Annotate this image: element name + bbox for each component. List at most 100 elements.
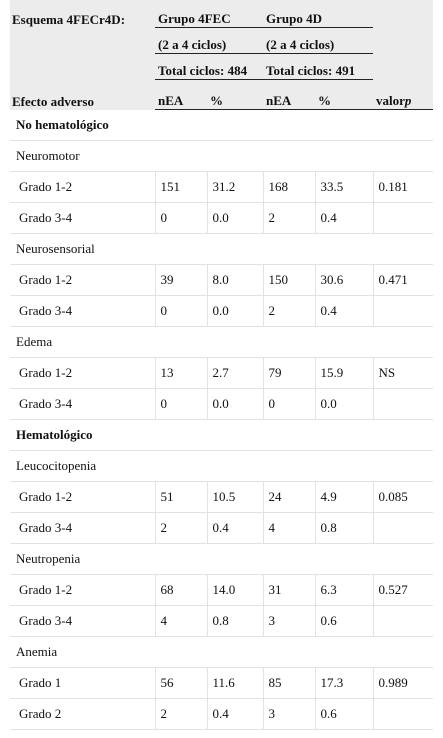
empty-cell	[373, 605, 434, 637]
cell: 30.6	[315, 264, 374, 296]
row-label: Grado 3-4	[10, 388, 156, 420]
cell: 4	[155, 605, 208, 637]
column-header: valorp	[373, 79, 434, 110]
row-label: Grado 1-2	[10, 171, 156, 203]
cell: 31.2	[207, 171, 264, 203]
table-row: No hematológico	[10, 109, 434, 141]
cell: 3	[263, 605, 316, 637]
cell: 24	[263, 481, 316, 513]
row-label-header: Efecto adverso	[10, 79, 155, 110]
column-header-text: valor	[376, 93, 405, 108]
row-label: Grado 1-2	[10, 357, 156, 389]
cell: 0.6	[315, 605, 374, 637]
adverse-events-table: Esquema 4FECr4D: Grupo 4FEC Grupo 4D (2 …	[10, 0, 434, 730]
cell: 11.6	[207, 667, 264, 699]
cell: 0.0	[207, 202, 264, 234]
table-row: Anemia	[10, 636, 434, 668]
table-row: Grado 3-4 0 0.0 0 0.0	[10, 388, 434, 420]
group-total: Total ciclos: 491	[263, 53, 374, 80]
row-label: Grado 3-4	[10, 295, 156, 327]
table-row: Grado 3-4 0 0.0 2 0.4	[10, 202, 434, 234]
table-row: Neuromotor	[10, 140, 434, 172]
column-header: %	[315, 79, 374, 110]
section-title: No hematológico	[10, 109, 434, 141]
group-cycles: (2 a 4 ciclos)	[263, 27, 374, 54]
table-row: Grado 1-2 68 14.0 31 6.3 0.527	[10, 574, 434, 606]
cell: NS	[373, 357, 434, 389]
cell: 0.527	[373, 574, 434, 606]
cell: 0.6	[315, 698, 374, 730]
cell: 0.471	[373, 264, 434, 296]
group-name: Neutropenia	[10, 543, 434, 575]
row-label: Grado 3-4	[10, 512, 156, 544]
group-cycles: (2 a 4 ciclos)	[155, 27, 263, 54]
row-label: Grado 1	[10, 667, 156, 699]
cell: 3	[263, 698, 316, 730]
group-name: Neuromotor	[10, 140, 434, 172]
group-name: Edema	[10, 326, 434, 358]
row-label: Grado 1-2	[10, 264, 156, 296]
column-header-italic: p	[404, 93, 412, 108]
cell: 0.4	[315, 295, 374, 327]
cell: 0.4	[207, 512, 264, 544]
table-row: Grado 1-2 39 8.0 150 30.6 0.471	[10, 264, 434, 296]
cell: 14.0	[207, 574, 264, 606]
group-name: Leucocitopenia	[10, 450, 434, 482]
table-row: Grado 1-2 151 31.2 168 33.5 0.181	[10, 171, 434, 203]
cell: 39	[155, 264, 208, 296]
cell: 0.181	[373, 171, 434, 203]
cell: 168	[263, 171, 316, 203]
cell: 4	[263, 512, 316, 544]
cell: 0	[155, 388, 208, 420]
empty-cell	[373, 295, 434, 327]
cell: 6.3	[315, 574, 374, 606]
corner-label: Esquema 4FECr4D:	[10, 0, 155, 28]
cell: 0	[263, 388, 316, 420]
cell: 8.0	[207, 264, 264, 296]
table-body: No hematológico Neuromotor Grado 1-2 151 31.…	[10, 109, 434, 730]
group-name: Neurosensorial	[10, 233, 434, 265]
cell: 150	[263, 264, 316, 296]
table-row: Grado 3-4 0 0.0 2 0.4	[10, 295, 434, 327]
empty-cell	[373, 202, 434, 234]
cell: 31	[263, 574, 316, 606]
cell: 4.9	[315, 481, 374, 513]
table-row: Grado 2 2 0.4 3 0.6	[10, 698, 434, 730]
column-header: nEA	[155, 79, 207, 110]
table-row: Grado 3-4 2 0.4 4 0.8	[10, 512, 434, 544]
group-total: Total ciclos: 484	[155, 53, 263, 80]
empty-cell	[373, 512, 434, 544]
cell: 85	[263, 667, 316, 699]
cell: 0.0	[315, 388, 374, 420]
cell: 79	[263, 357, 316, 389]
row-label: Grado 1-2	[10, 481, 156, 513]
row-label: Grado 2	[10, 698, 156, 730]
cell: 51	[155, 481, 208, 513]
table-row: Edema	[10, 326, 434, 358]
cell: 0	[155, 295, 208, 327]
table-row: Leucocitopenia	[10, 450, 434, 482]
cell: 0.085	[373, 481, 434, 513]
cell: 0.989	[373, 667, 434, 699]
table-row: Grado 1-2 13 2.7 79 15.9 NS	[10, 357, 434, 389]
table-row: Grado 3-4 4 0.8 3 0.6	[10, 605, 434, 637]
cell: 33.5	[315, 171, 374, 203]
group-name: Anemia	[10, 636, 434, 668]
cell: 0.0	[207, 295, 264, 327]
cell: 0.4	[315, 202, 374, 234]
group-name: Grupo 4FEC	[155, 0, 263, 28]
row-label: Grado 3-4	[10, 605, 156, 637]
table-row: Hematológico	[10, 419, 434, 451]
cell: 2	[263, 295, 316, 327]
table-row: Grado 1 56 11.6 85 17.3 0.989	[10, 667, 434, 699]
column-header: %	[207, 79, 263, 110]
table-row: Grado 1-2 51 10.5 24 4.9 0.085	[10, 481, 434, 513]
empty-cell	[373, 388, 434, 420]
table-row: Neutropenia	[10, 543, 434, 575]
cell: 2.7	[207, 357, 264, 389]
cell: 0.8	[315, 512, 374, 544]
cell: 0.4	[207, 698, 264, 730]
cell: 0.0	[207, 388, 264, 420]
cell: 15.9	[315, 357, 374, 389]
